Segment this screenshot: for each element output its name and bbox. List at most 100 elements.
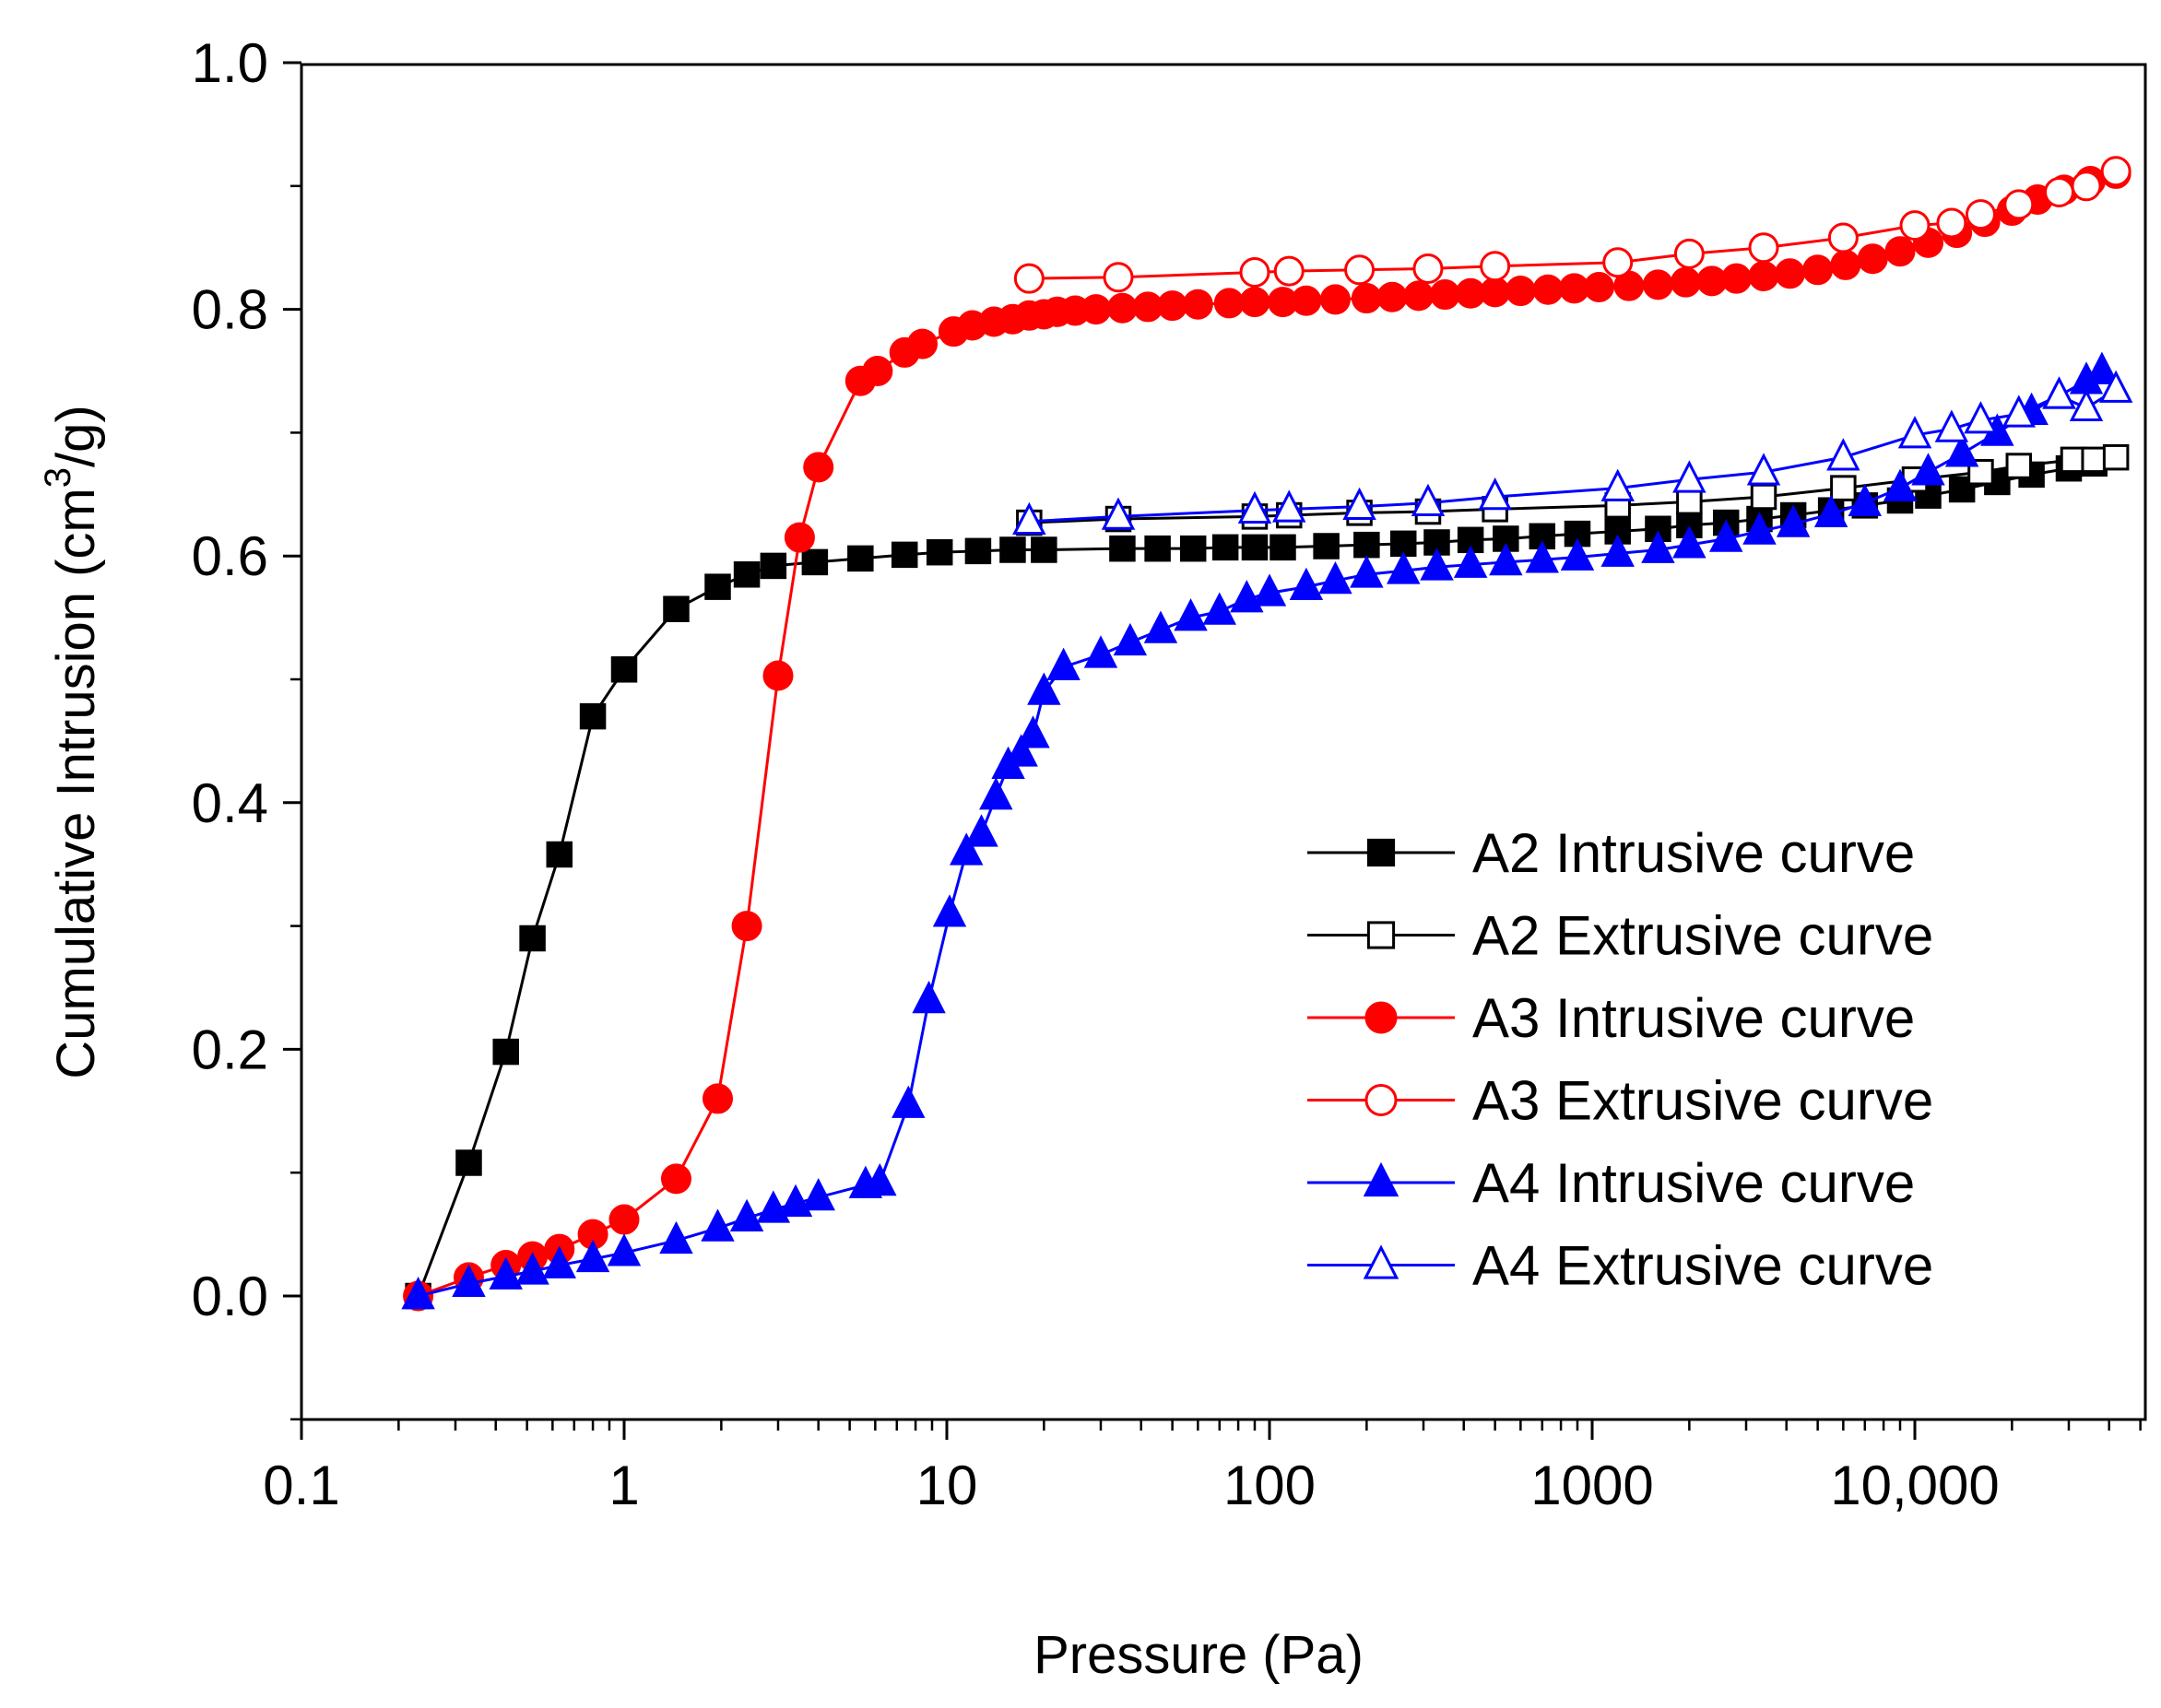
data-point xyxy=(1273,255,1305,287)
data-point xyxy=(2100,156,2131,187)
axis-ticks xyxy=(283,61,2142,1440)
data-point xyxy=(1813,494,1848,528)
data-point xyxy=(803,452,834,483)
data-point xyxy=(542,1245,576,1278)
data-point xyxy=(1709,519,1743,552)
data-point xyxy=(1412,253,1444,284)
data-point xyxy=(1004,734,1038,767)
y-tick-label: 0.8 xyxy=(192,279,268,341)
data-point xyxy=(1965,199,1996,230)
data-point xyxy=(912,980,946,1014)
data-point xyxy=(1344,254,1376,286)
data-point xyxy=(1174,598,1208,631)
data-point xyxy=(1964,401,1998,434)
data-point xyxy=(1600,534,1635,567)
data-point xyxy=(1113,622,1148,656)
data-point xyxy=(1016,715,1050,748)
legend-marker xyxy=(1363,1244,1399,1279)
data-point xyxy=(492,1038,519,1066)
data-point xyxy=(1429,279,1460,311)
legend-entry: A4 Intrusive curve xyxy=(1307,1152,1915,1214)
legend-entry: A3 Intrusive curve xyxy=(1307,987,1915,1049)
series-a4-extrusive-curve xyxy=(1012,370,2133,536)
data-point xyxy=(1350,555,1384,588)
data-point xyxy=(1742,512,1777,545)
legend-marker xyxy=(1364,1084,1398,1116)
data-point xyxy=(926,538,953,566)
y-tick-label: 1.0 xyxy=(192,32,268,94)
plot-frame xyxy=(300,63,2147,1421)
data-point xyxy=(1353,531,1380,559)
data-point xyxy=(2044,176,2075,207)
legend-label: A4 Extrusive curve xyxy=(1472,1235,1933,1297)
data-point xyxy=(733,561,761,588)
y-tick-label: 0.2 xyxy=(192,1019,268,1080)
data-point xyxy=(1884,236,1916,267)
data-point xyxy=(2102,443,2130,471)
data-point xyxy=(546,841,573,868)
data-point xyxy=(1031,536,1057,563)
data-point xyxy=(663,595,690,622)
y-tick-label: 0.6 xyxy=(192,525,268,587)
data-point xyxy=(1313,533,1340,560)
y-axis-title-suffix: /g) xyxy=(46,405,106,467)
data-point xyxy=(1272,489,1306,523)
data-point xyxy=(1673,238,1705,269)
data-point xyxy=(1857,243,1888,275)
data-point xyxy=(1672,460,1706,493)
data-point xyxy=(1213,288,1245,319)
data-point xyxy=(1532,274,1564,305)
series-a2-intrusive-curve xyxy=(405,450,2108,1310)
data-point xyxy=(1478,477,1512,511)
series-a3-extrusive-curve xyxy=(1013,156,2131,294)
data-point xyxy=(515,1252,549,1285)
data-point xyxy=(1106,292,1138,324)
data-point xyxy=(1101,497,1136,530)
data-point xyxy=(1748,232,1779,264)
data-point xyxy=(1642,269,1673,300)
y-tick-label: 0.0 xyxy=(192,1266,268,1327)
data-point xyxy=(1911,453,1945,486)
data-point xyxy=(704,573,731,600)
data-point xyxy=(801,1178,835,1211)
data-point xyxy=(1600,468,1635,501)
data-point xyxy=(1252,573,1287,607)
data-point xyxy=(1802,254,1834,286)
data-point xyxy=(1013,263,1045,294)
legend-label: A4 Intrusive curve xyxy=(1472,1152,1915,1214)
data-point xyxy=(1179,535,1207,562)
data-point xyxy=(1269,534,1296,561)
y-axis-title: Cumulative Intrusion (cm3/g) xyxy=(38,405,106,1078)
data-point xyxy=(2003,189,2035,220)
data-point xyxy=(2084,351,2120,384)
data-point xyxy=(2005,453,2033,479)
data-point xyxy=(1776,504,1811,537)
data-point xyxy=(1157,290,1188,322)
data-point xyxy=(1936,207,1967,239)
legend-entry: A3 Extrusive curve xyxy=(1307,1070,1933,1132)
data-point xyxy=(1342,487,1376,521)
data-point xyxy=(2098,370,2133,403)
data-point xyxy=(575,1239,610,1273)
data-point xyxy=(1826,438,1860,471)
data-point xyxy=(1237,490,1272,524)
data-point xyxy=(1746,453,1781,486)
data-point xyxy=(979,777,1013,810)
data-point xyxy=(1671,266,1702,298)
data-point xyxy=(1012,501,1046,536)
data-point xyxy=(1676,489,1703,515)
data-point xyxy=(950,832,984,866)
data-point xyxy=(932,894,967,927)
legend-label: A3 Extrusive curve xyxy=(1472,1070,1933,1132)
y-tick-label: 0.4 xyxy=(192,772,268,834)
data-point xyxy=(1143,610,1178,643)
data-point xyxy=(660,1163,691,1195)
series-a4-intrusive-curve xyxy=(401,351,2120,1310)
data-point xyxy=(452,1264,486,1297)
data-point xyxy=(455,1149,482,1176)
data-point xyxy=(1289,567,1324,600)
data-point xyxy=(1641,530,1675,563)
data-point xyxy=(1489,542,1523,576)
legend-marker xyxy=(1366,921,1396,949)
legend-label: A2 Intrusive curve xyxy=(1472,822,1915,884)
